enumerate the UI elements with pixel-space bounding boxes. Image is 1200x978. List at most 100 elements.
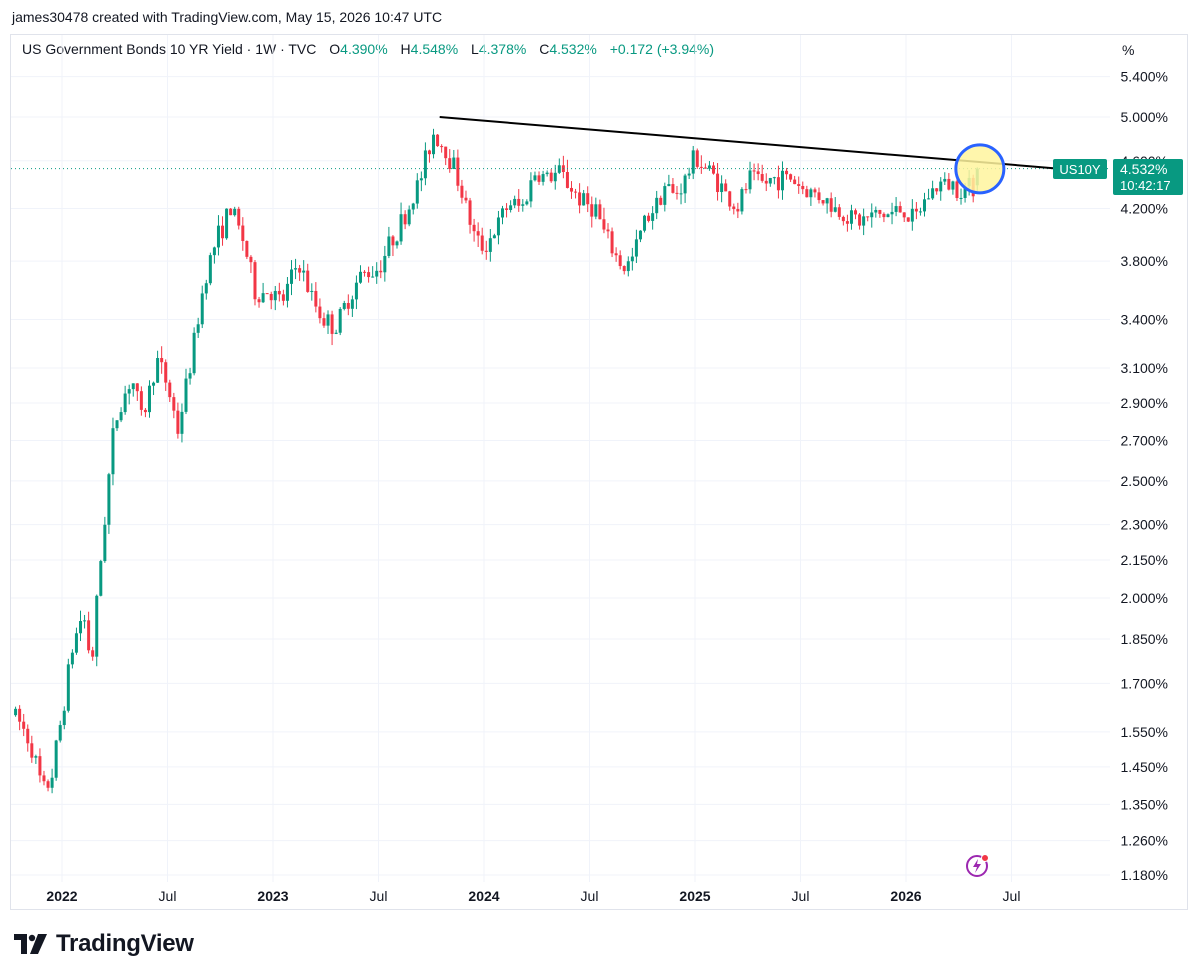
- candle-body: [62, 710, 66, 726]
- candle-body: [225, 208, 229, 239]
- candle-body: [452, 157, 456, 169]
- candle-body: [54, 740, 58, 778]
- candle-body: [509, 205, 513, 210]
- candle-body: [797, 184, 801, 186]
- candle-body: [338, 308, 342, 333]
- candle-body: [131, 383, 135, 390]
- candle-body: [906, 217, 910, 222]
- candle-body: [147, 385, 151, 413]
- candle-body: [208, 255, 212, 284]
- highlight-circle: [954, 143, 1006, 195]
- candle-body: [789, 174, 793, 180]
- candle-body: [257, 299, 261, 303]
- candle-body: [241, 225, 245, 241]
- candle-body: [687, 173, 691, 176]
- y-tick-label: 1.450%: [1121, 759, 1168, 775]
- candle-body: [606, 229, 610, 232]
- price-axis: 5.400%5.000%4.600%4.200%3.800%3.400%3.10…: [1121, 69, 1168, 883]
- candle-body: [574, 191, 578, 193]
- price-tag-symbol-bg: [1053, 159, 1107, 179]
- candle-body: [492, 235, 496, 239]
- candle-body: [318, 306, 322, 319]
- candle-body: [878, 209, 882, 214]
- candle-body: [537, 175, 541, 182]
- candle-body: [273, 290, 277, 301]
- candle-body: [281, 294, 285, 301]
- candle-body: [768, 177, 772, 184]
- candle-body: [898, 206, 902, 213]
- lightning-icon[interactable]: [965, 853, 991, 879]
- candle-body: [79, 621, 83, 634]
- open-value: 4.390%: [340, 41, 388, 57]
- x-tick-label: 2025: [679, 888, 710, 904]
- y-tick-label: 1.850%: [1121, 631, 1168, 647]
- candle-body: [371, 276, 375, 278]
- candle-body: [517, 198, 521, 206]
- candle-body: [622, 266, 626, 272]
- grid-lines: [11, 35, 1110, 882]
- candle-body: [38, 756, 42, 776]
- x-tick-label: 2026: [890, 888, 921, 904]
- candle-body: [91, 650, 95, 657]
- change-value: +0.172 (+3.94%): [609, 41, 715, 57]
- candle-body: [541, 174, 545, 182]
- candle-body: [638, 230, 642, 240]
- candle-body: [135, 383, 139, 392]
- candle-body: [50, 777, 54, 788]
- candle-body: [326, 314, 330, 326]
- candle-body: [70, 652, 74, 665]
- candle-body: [363, 271, 367, 273]
- candle-body: [890, 211, 894, 215]
- candle-body: [200, 293, 204, 325]
- x-tick-label: Jul: [792, 888, 810, 904]
- candle-body: [111, 428, 115, 475]
- candle-body: [724, 183, 728, 192]
- candle-body: [829, 198, 833, 212]
- candle-body: [565, 172, 569, 188]
- candle-body: [614, 253, 618, 256]
- candle-body: [22, 721, 26, 729]
- y-tick-label: 2.900%: [1121, 395, 1168, 411]
- candle-body: [152, 382, 156, 386]
- candle-body: [334, 332, 338, 334]
- candle-body: [26, 728, 30, 744]
- candle-body: [34, 756, 38, 758]
- candle-body: [66, 664, 70, 711]
- candle-body: [598, 204, 602, 220]
- candle-body: [46, 781, 50, 788]
- close-value: 4.532%: [549, 41, 597, 57]
- y-tick-label: 4.200%: [1121, 201, 1168, 217]
- candle-body: [99, 561, 103, 596]
- tradingview-logo[interactable]: TradingView: [14, 930, 194, 958]
- candle-body: [294, 268, 298, 270]
- candle-body: [813, 189, 817, 193]
- axis-unit-label[interactable]: %: [1122, 42, 1135, 58]
- candle-body: [845, 221, 849, 224]
- x-tick-label: Jul: [581, 888, 599, 904]
- candle-body: [460, 185, 464, 198]
- candle-body: [415, 180, 419, 204]
- candle-body: [748, 170, 752, 190]
- y-tick-label: 1.180%: [1121, 867, 1168, 883]
- candle-body: [691, 150, 695, 174]
- chart-frame: [10, 34, 1188, 910]
- candle-body: [196, 324, 200, 333]
- candle-body: [817, 192, 821, 201]
- candle-body: [229, 208, 233, 216]
- candlestick-series: [14, 128, 979, 794]
- candle-body: [602, 219, 606, 230]
- y-tick-label: 1.550%: [1121, 724, 1168, 740]
- candle-body: [103, 524, 107, 562]
- candle-body: [943, 178, 947, 182]
- candle-body: [314, 290, 318, 307]
- candle-body: [87, 620, 91, 651]
- candle-body: [886, 214, 890, 218]
- candle-body: [902, 212, 906, 218]
- candle-body: [874, 209, 878, 213]
- candle-body: [963, 186, 967, 198]
- candle-body: [752, 170, 756, 172]
- candle-body: [245, 240, 249, 257]
- price-tag-price: 4.532%: [1120, 161, 1167, 177]
- symbol-legend: US Government Bonds 10 YR Yield · 1W · T…: [22, 41, 714, 57]
